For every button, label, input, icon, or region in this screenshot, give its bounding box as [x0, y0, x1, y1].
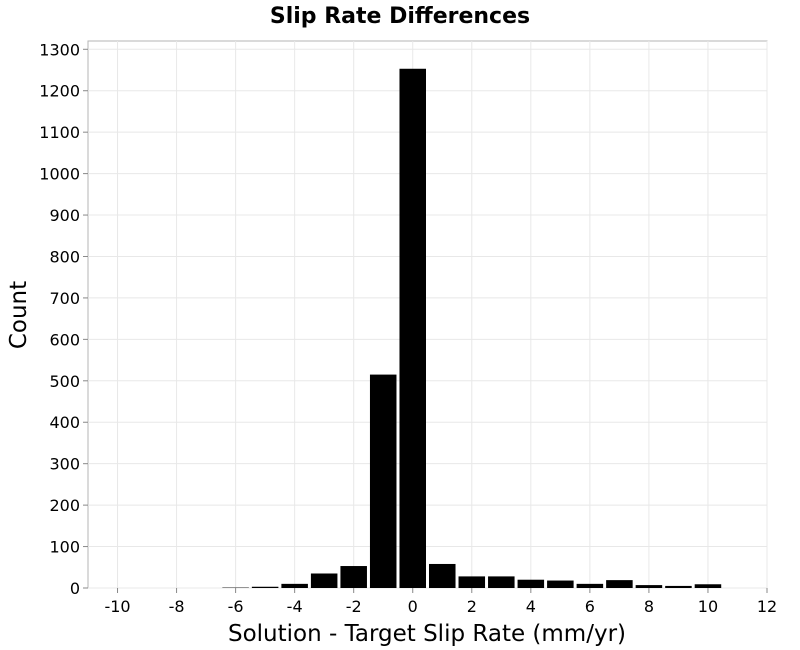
y-tick-label: 0: [70, 579, 80, 598]
y-tick-label: 300: [49, 455, 80, 474]
histogram-bar: [576, 583, 604, 588]
histogram-bar: [281, 583, 308, 588]
y-tick-label: 1200: [39, 82, 80, 101]
y-tick-label: 900: [49, 206, 80, 225]
y-tick-label: 1300: [39, 40, 80, 59]
histogram-bar: [429, 563, 456, 588]
histogram-bar: [606, 580, 633, 588]
y-tick-label: 200: [49, 496, 80, 515]
y-tick-label: 600: [49, 330, 80, 349]
x-tick-label: -10: [104, 597, 130, 616]
histogram-bar: [547, 580, 574, 588]
x-tick-label: 6: [585, 597, 595, 616]
x-tick-label: 4: [526, 597, 536, 616]
chart-title: Slip Rate Differences: [270, 4, 530, 29]
histogram-bar: [399, 68, 426, 588]
x-tick-label: 10: [698, 597, 718, 616]
histogram-bar: [310, 573, 338, 588]
x-tick-label: 2: [467, 597, 477, 616]
bars: [222, 68, 722, 588]
y-tick-label: 400: [49, 413, 80, 432]
histogram-bar: [488, 576, 515, 588]
x-axis-label: Solution - Target Slip Rate (mm/yr): [228, 621, 626, 647]
histogram-bar: [251, 586, 279, 588]
y-axis-label: Count: [6, 281, 32, 349]
histogram-bar: [458, 576, 486, 588]
ticks: -10 -8 -6 -4 -2 0 2 4 6 8 10 12 0 100 200 300 400 500 600 7…: [39, 40, 777, 616]
histogram-bar: [517, 579, 545, 588]
x-tick-label: 8: [644, 597, 654, 616]
y-tick-label: 500: [49, 372, 80, 391]
x-tick-label: -6: [228, 597, 244, 616]
x-tick-label: -8: [169, 597, 185, 616]
y-tick-label: 100: [49, 538, 80, 557]
y-tick-label: 1100: [39, 123, 80, 142]
histogram-bar: [369, 374, 397, 588]
y-tick-label: 700: [49, 289, 80, 308]
y-tick-label: 1000: [39, 165, 80, 184]
histogram-bar: [340, 566, 367, 588]
histogram-bar: [694, 584, 722, 588]
x-tick-label: 0: [408, 597, 418, 616]
histogram-bar: [635, 585, 663, 588]
plot-area: [87, 40, 768, 589]
x-tick-label: 12: [757, 597, 777, 616]
x-tick-label: -2: [346, 597, 362, 616]
x-tick-label: -4: [287, 597, 303, 616]
y-tick-label: 800: [49, 247, 80, 266]
histogram-bar: [665, 585, 692, 588]
